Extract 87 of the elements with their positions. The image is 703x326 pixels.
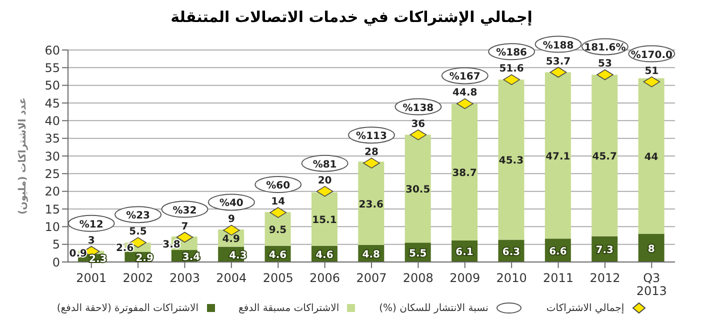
annotation: 181.6%	[584, 42, 626, 54]
data-label: 28	[364, 147, 378, 158]
annotation: %113	[356, 131, 387, 142]
x-tick-label: 2009	[450, 271, 480, 285]
y-tick-label: 5	[52, 238, 60, 252]
data-label: 5.5	[129, 226, 147, 238]
annotation: %60	[266, 180, 290, 192]
y-tick-label: 0	[52, 255, 60, 270]
x-tick-label: Q3 2013	[636, 271, 667, 298]
annotation: %186	[496, 48, 528, 59]
y-tick-label: 25	[44, 166, 60, 181]
bar	[358, 162, 384, 246]
data-label: 6.6	[549, 246, 567, 258]
data-label: 4.9	[222, 234, 240, 246]
data-label: 4.8	[362, 250, 380, 261]
data-label: 53.7	[546, 56, 571, 68]
bar	[452, 104, 478, 240]
data-label: 47.1	[546, 151, 570, 162]
x-tick-label: 2006	[310, 271, 340, 285]
x-tick-label: 2002	[122, 271, 154, 285]
x-tick-label: 2007	[356, 271, 387, 285]
y-tick-label: 20	[44, 184, 60, 199]
annotation: %32	[172, 205, 197, 216]
data-label: 45.7	[592, 151, 617, 162]
data-label: 15.1	[312, 215, 337, 226]
data-label: 44	[644, 152, 658, 163]
data-label: 6.3	[502, 246, 520, 258]
y-tick-label: 55	[44, 60, 60, 75]
bar	[311, 192, 338, 246]
legend-label: إجمالي الاشتراكات	[546, 302, 624, 314]
text: نسبة الانتشار للسكان (%)	[379, 302, 488, 314]
data-label: 4.6	[268, 250, 287, 261]
y-tick-label: 50	[44, 78, 60, 93]
bar	[498, 80, 524, 240]
data-label: 9	[228, 214, 235, 226]
data-label: 23.6	[358, 199, 384, 210]
data-label: 2.6	[116, 243, 134, 254]
data-label: 51.6	[499, 64, 524, 75]
data-label: 8	[648, 244, 655, 255]
y-tick-label: 15	[44, 202, 60, 216]
data-label: 38.7	[452, 168, 477, 180]
x-tick-label: 2003	[169, 271, 200, 285]
annotation: %167	[449, 72, 480, 83]
data-label: 5.5	[408, 248, 427, 260]
bar	[404, 134, 431, 243]
data-label: 30.5	[406, 184, 430, 196]
x-tick-label: 2012	[590, 271, 620, 285]
x-tick-label: 2004	[216, 271, 247, 285]
x-tick-label: 2001	[76, 271, 107, 285]
x-tick-label: 2008	[402, 271, 434, 285]
annotation: %138	[402, 102, 434, 114]
data-label: 7.3	[596, 245, 614, 256]
data-label: 36	[411, 118, 426, 130]
annotation: %188	[542, 40, 574, 52]
annotation: %81	[312, 159, 337, 170]
legend-label: الاشتراكات مسبقة الدفع	[238, 302, 340, 314]
data-label: 3	[88, 235, 95, 246]
x-tick-label: 2011	[542, 271, 574, 285]
y-tick-label: 60	[44, 43, 60, 58]
bar	[592, 74, 618, 236]
data-label: 9.5	[268, 224, 287, 236]
legend-label: الاشتراكات المفوترة (لاحقة الدفع)	[56, 302, 198, 314]
data-label: 51	[644, 66, 659, 77]
data-label: 3.8	[162, 239, 180, 250]
y-axis-title: عدد الاشتراكات (مليون)	[18, 97, 29, 215]
data-label: 53	[598, 58, 612, 70]
y-tick-label: 35	[44, 132, 60, 146]
annotation: %170.0	[630, 50, 673, 61]
x-tick-label: 2010	[496, 271, 527, 285]
y-tick-label: 30	[44, 149, 60, 164]
x-tick-label: 2005	[262, 271, 294, 285]
data-label: 6.1	[456, 247, 474, 258]
y-tick-label: 45	[44, 96, 60, 110]
data-label: 45.3	[498, 156, 524, 167]
y-tick-label: 40	[44, 114, 60, 128]
data-label: 4.6	[316, 250, 334, 261]
annotation: %23	[126, 210, 150, 222]
data-label: 20	[318, 175, 332, 186]
annotation: %40	[219, 198, 244, 210]
data-label: 14	[271, 196, 286, 208]
annotation: %12	[79, 219, 104, 230]
y-tick-label: 10	[44, 220, 60, 234]
chart-title: إجمالي الإشتراكات في خدمات الاتصالات المتنقلة	[170, 8, 534, 26]
bar	[544, 72, 571, 239]
data-label: 44.8	[452, 88, 478, 99]
data-label: 7	[181, 221, 188, 232]
bar	[638, 78, 664, 234]
